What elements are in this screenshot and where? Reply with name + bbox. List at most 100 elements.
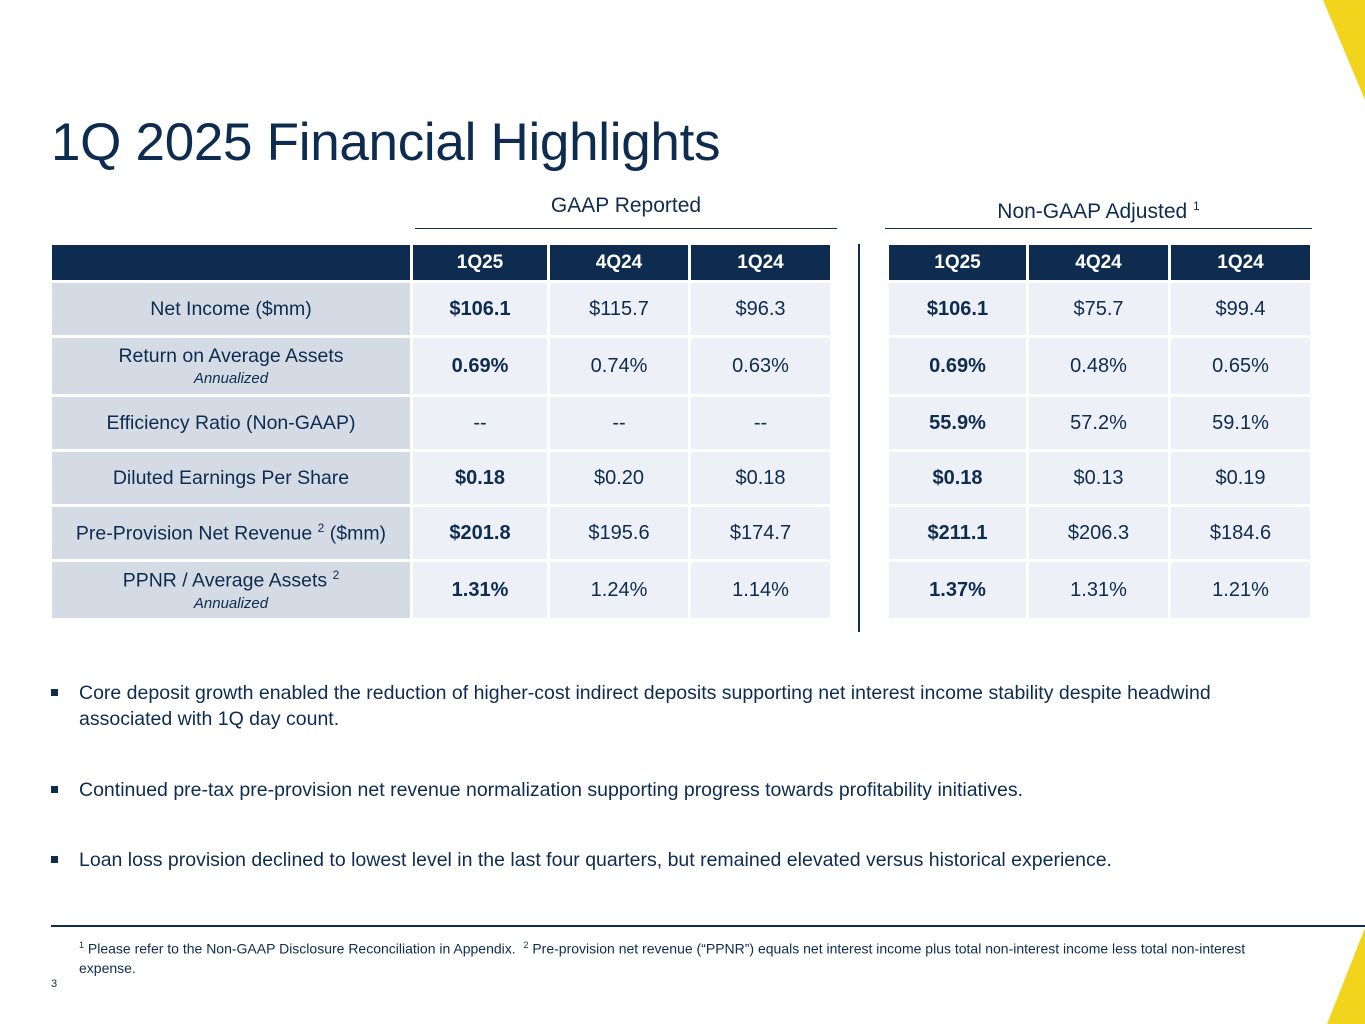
footnote-2-text: Pre-provision net revenue (“PPNR”) equal… <box>79 940 1246 976</box>
gaap-value: $96.3 <box>691 283 830 335</box>
metric-label-text: Pre-Provision Net Revenue <box>75 522 313 545</box>
non-gaap-col-1q24: 1Q24 <box>1171 245 1310 280</box>
yellow-accent-bottom <box>1327 928 1365 1024</box>
gaap-reported-label: GAAP Reported <box>550 194 702 217</box>
non-gaap-value: $99.4 <box>1171 283 1310 335</box>
page-number: 3 <box>51 978 58 990</box>
non-gaap-col-4q24: 4Q24 <box>1029 245 1168 280</box>
metric-label-text: Efficiency Ratio (Non-GAAP) <box>106 411 356 434</box>
gaap-value: 1.14% <box>691 562 830 618</box>
bullet-text: Continued pre-tax pre-provision net reve… <box>79 779 1024 801</box>
table-row: Diluted Earnings Per Share $0.18 $0.20 $… <box>52 452 830 504</box>
gaap-value: 1.24% <box>550 562 688 618</box>
non-gaap-col-1q25: 1Q25 <box>889 245 1026 280</box>
gaap-reported-header: GAAP Reported <box>415 192 837 229</box>
non-gaap-footnote-ref: 1 <box>1193 199 1200 213</box>
non-gaap-value: $106.1 <box>889 283 1026 335</box>
metric-label-text: Diluted Earnings Per Share <box>112 466 350 489</box>
gaap-value: $106.1 <box>413 283 547 335</box>
non-gaap-value: 57.2% <box>1029 397 1168 449</box>
bullet-text: Core deposit growth enabled the reductio… <box>79 682 1211 730</box>
metric-label: Efficiency Ratio (Non-GAAP) <box>52 397 410 449</box>
non-gaap-value: 0.65% <box>1171 338 1310 394</box>
non-gaap-value: 0.69% <box>889 338 1026 394</box>
non-gaap-adjusted-label: Non-GAAP Adjusted <box>997 200 1188 223</box>
list-item: Loan loss provision declined to lowest l… <box>51 847 1281 873</box>
table-divider <box>858 244 860 632</box>
non-gaap-adjusted-header: Non-GAAP Adjusted 1 <box>885 192 1312 229</box>
gaap-col-4q24: 4Q24 <box>550 245 688 280</box>
footnote-ref: 2 <box>332 568 340 583</box>
metric-label-text: Net Income ($mm) <box>150 297 312 320</box>
non-gaap-value: $75.7 <box>1029 283 1168 335</box>
footer-divider <box>51 925 1365 927</box>
metric-sublabel: Annualized <box>193 370 269 387</box>
square-bullet-icon <box>51 689 58 696</box>
gaap-col-1q25: 1Q25 <box>413 245 547 280</box>
footnote-1-marker: 1 <box>79 940 85 950</box>
non-gaap-value: 1.31% <box>1029 562 1168 618</box>
table-row: $0.18 $0.13 $0.19 <box>889 452 1310 504</box>
gaap-table: 1Q25 4Q24 1Q24 Net Income ($mm) $106.1 $… <box>49 242 833 621</box>
gaap-value: $195.6 <box>550 507 688 559</box>
metric-label: Return on Average Assets Annualized <box>52 338 410 394</box>
non-gaap-value: $206.3 <box>1029 507 1168 559</box>
footnote-2-marker: 2 <box>523 940 529 950</box>
gaap-value: 0.69% <box>413 338 547 394</box>
non-gaap-value: 0.48% <box>1029 338 1168 394</box>
table-row: Net Income ($mm) $106.1 $115.7 $96.3 <box>52 283 830 335</box>
square-bullet-icon <box>51 786 58 793</box>
metric-sublabel: Annualized <box>193 594 269 612</box>
non-gaap-header-row: 1Q25 4Q24 1Q24 <box>889 245 1310 280</box>
metric-label: Pre-Provision Net Revenue 2 ($mm) <box>52 507 410 559</box>
non-gaap-value: 59.1% <box>1171 397 1310 449</box>
metric-label: Net Income ($mm) <box>52 283 410 335</box>
table-row: Return on Average Assets Annualized 0.69%… <box>52 338 830 394</box>
gaap-value: $115.7 <box>550 283 688 335</box>
square-bullet-icon <box>51 856 58 863</box>
non-gaap-table: 1Q25 4Q24 1Q24 $106.1 $75.7 $99.4 0.69% … <box>886 242 1313 621</box>
page-title: 1Q 2025 Financial Highlights <box>51 113 721 172</box>
gaap-value: 0.63% <box>691 338 830 394</box>
gaap-header-row: 1Q25 4Q24 1Q24 <box>52 245 830 280</box>
metric-label-text: PPNR / Average Assets <box>122 569 328 592</box>
footnote-1-text: Please refer to the Non-GAAP Disclosure … <box>87 940 516 957</box>
metric-label-suffix: ($mm) <box>324 522 387 545</box>
metric-label: PPNR / Average Assets 2 Annualized <box>52 562 410 618</box>
non-gaap-value: 1.21% <box>1171 562 1310 618</box>
non-gaap-value: $0.13 <box>1029 452 1168 504</box>
table-row: Pre-Provision Net Revenue 2 ($mm) $201.8… <box>52 507 830 559</box>
metric-label: Diluted Earnings Per Share <box>52 452 410 504</box>
non-gaap-value: $184.6 <box>1171 507 1310 559</box>
non-gaap-value: $0.19 <box>1171 452 1310 504</box>
metric-label-text: Return on Average Assets <box>118 345 344 367</box>
table-row: $211.1 $206.3 $184.6 <box>889 507 1310 559</box>
table-row: 0.69% 0.48% 0.65% <box>889 338 1310 394</box>
gaap-value: $0.18 <box>691 452 830 504</box>
gaap-value: $174.7 <box>691 507 830 559</box>
gaap-col-1q24: 1Q24 <box>691 245 830 280</box>
bullet-text: Loan loss provision declined to lowest l… <box>79 849 1112 871</box>
non-gaap-value: 55.9% <box>889 397 1026 449</box>
table-row: PPNR / Average Assets 2 Annualized 1.31% … <box>52 562 830 618</box>
gaap-value: 1.31% <box>413 562 547 618</box>
table-row: $106.1 $75.7 $99.4 <box>889 283 1310 335</box>
list-item: Continued pre-tax pre-provision net reve… <box>51 777 1281 803</box>
footnote-ref: 2 <box>317 520 325 535</box>
table-row: Efficiency Ratio (Non-GAAP) -- -- -- <box>52 397 830 449</box>
yellow-accent-top <box>1323 0 1365 100</box>
gaap-value: -- <box>550 397 688 449</box>
footnotes: 1 Please refer to the Non-GAAP Disclosur… <box>79 936 1279 978</box>
non-gaap-value: $211.1 <box>889 507 1026 559</box>
gaap-value: 0.74% <box>550 338 688 394</box>
non-gaap-value: $0.18 <box>889 452 1026 504</box>
gaap-value: $0.18 <box>413 452 547 504</box>
gaap-value: $201.8 <box>413 507 547 559</box>
gaap-value: $0.20 <box>550 452 688 504</box>
gaap-value: -- <box>413 397 547 449</box>
table-row: 1.37% 1.31% 1.21% <box>889 562 1310 618</box>
table-row: 55.9% 57.2% 59.1% <box>889 397 1310 449</box>
list-item: Core deposit growth enabled the reductio… <box>51 680 1281 732</box>
non-gaap-value: 1.37% <box>889 562 1026 618</box>
gaap-value: -- <box>691 397 830 449</box>
